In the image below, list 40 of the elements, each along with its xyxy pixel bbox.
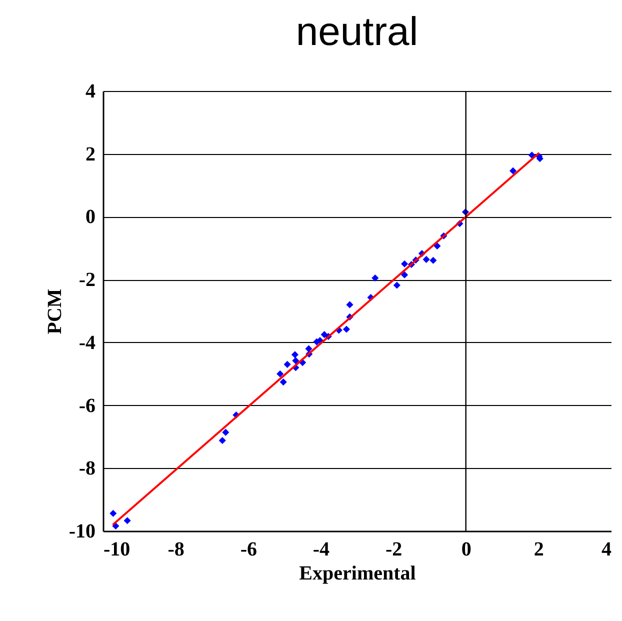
x-tick-label: -2 bbox=[385, 538, 402, 560]
point bbox=[430, 256, 437, 264]
point bbox=[291, 351, 298, 358]
point bbox=[276, 370, 284, 378]
point bbox=[222, 428, 230, 436]
point bbox=[372, 274, 379, 282]
x-tick-label: -10 bbox=[104, 538, 130, 560]
y-tick-label: 0 bbox=[86, 206, 96, 228]
y-tick-label: -8 bbox=[78, 458, 96, 480]
y-tick-label: -6 bbox=[78, 394, 96, 417]
point bbox=[346, 301, 354, 308]
x-tick-label: -4 bbox=[312, 538, 330, 560]
point bbox=[528, 152, 536, 159]
x-tick-label: -8 bbox=[168, 538, 184, 560]
point bbox=[110, 510, 117, 517]
y-tick-label: 4 bbox=[86, 80, 96, 102]
chart-title: neutral bbox=[296, 10, 418, 54]
y-tick-label: -2 bbox=[78, 269, 96, 292]
point bbox=[342, 326, 350, 333]
point bbox=[305, 345, 312, 352]
y-tick-label: -10 bbox=[68, 520, 96, 542]
x-tick-label: 2 bbox=[534, 538, 544, 560]
x-axis-title: Experimental bbox=[299, 562, 416, 584]
point bbox=[509, 167, 517, 174]
x-tick-label: -6 bbox=[240, 538, 257, 560]
y-tick-label: 2 bbox=[86, 143, 96, 166]
y-axis-title: PCM bbox=[44, 288, 66, 334]
point bbox=[292, 357, 300, 364]
point bbox=[393, 282, 400, 289]
point bbox=[280, 378, 287, 386]
point bbox=[124, 517, 131, 524]
point bbox=[434, 242, 441, 250]
point bbox=[401, 271, 408, 278]
x-tick-label: 0 bbox=[461, 538, 472, 560]
y-tick-label: -4 bbox=[78, 332, 96, 354]
point bbox=[284, 360, 291, 368]
point bbox=[401, 260, 408, 268]
point bbox=[422, 256, 430, 263]
x-tick-label: 4 bbox=[602, 538, 612, 560]
point bbox=[218, 436, 226, 444]
